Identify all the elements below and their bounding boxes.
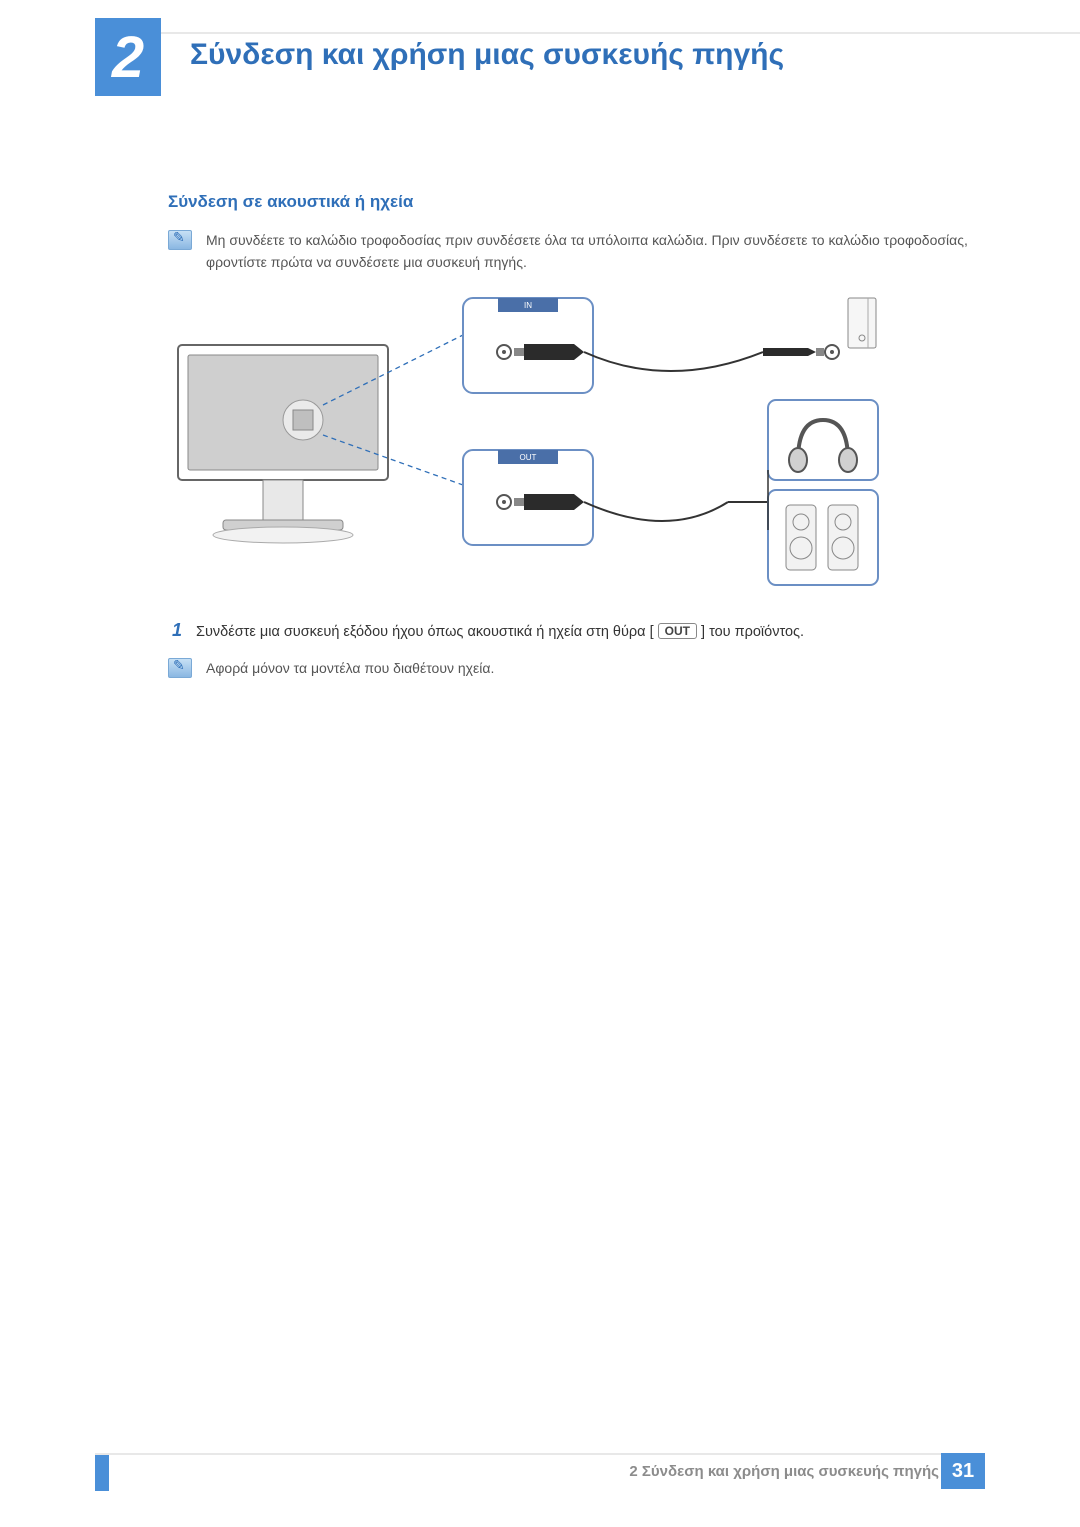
headphones-icon	[768, 400, 878, 480]
connection-diagram: IN OUT	[168, 290, 888, 600]
chapter-number: 2	[112, 24, 144, 91]
step-number: 1	[172, 620, 182, 641]
note-footnote-row: Αφορά μόνον τα μοντέλα που διαθέτουν ηχε…	[168, 658, 990, 680]
out-label: OUT	[520, 453, 537, 462]
chapter-title: Σύνδεση και χρήση μιας συσκευής πηγής	[190, 38, 784, 72]
step-text: Συνδέστε μια συσκευή εξόδου ήχου όπως ακ…	[196, 623, 804, 640]
footer: 2 Σύνδεση και χρήση μιας συσκευής πηγής …	[95, 1453, 985, 1491]
note-icon	[168, 658, 192, 678]
out-port-box: OUT	[463, 450, 593, 545]
page-number: 31	[952, 1460, 974, 1483]
pc-tower-icon	[848, 298, 876, 348]
chapter-number-box: 2	[95, 18, 161, 96]
section-title: Σύνδεση σε ακουστικά ή ηχεία	[168, 192, 413, 212]
out-pill: OUT	[658, 623, 697, 639]
note-warning-text: Μη συνδέετε το καλώδιο τροφοδοσίας πριν …	[206, 230, 990, 273]
in-port-box: IN	[463, 298, 593, 393]
speakers-icon	[768, 490, 878, 585]
in-label: IN	[524, 301, 532, 310]
footer-label: 2 Σύνδεση και χρήση μιας συσκευής πηγής	[629, 1463, 939, 1480]
monitor-icon	[178, 345, 388, 543]
page-number-box: 31	[941, 1453, 985, 1489]
footer-accent	[95, 1455, 109, 1491]
top-rule	[95, 32, 1080, 34]
footer-rule	[95, 1453, 985, 1455]
note-warning-row: Μη συνδέετε το καλώδιο τροφοδοσίας πριν …	[168, 230, 990, 273]
step-text-after: ] του προϊόντος.	[701, 624, 804, 640]
note-footnote-text: Αφορά μόνον τα μοντέλα που διαθέτουν ηχε…	[206, 658, 494, 680]
note-icon	[168, 230, 192, 250]
step-1-row: 1 Συνδέστε μια συσκευή εξόδου ήχου όπως …	[172, 620, 990, 641]
step-text-before: Συνδέστε μια συσκευή εξόδου ήχου όπως ακ…	[196, 624, 654, 640]
